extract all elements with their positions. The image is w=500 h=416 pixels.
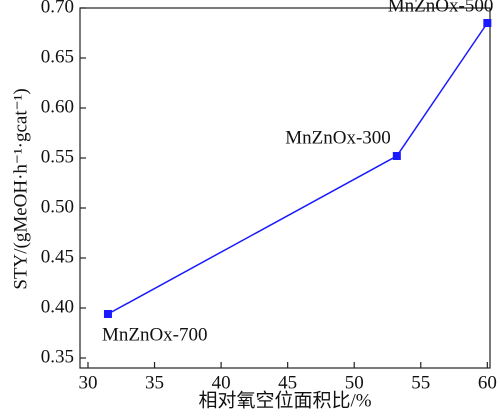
data-point bbox=[392, 152, 401, 160]
y-tick-label: 0.55 bbox=[41, 146, 74, 167]
y-tick-label: 0.70 bbox=[41, 0, 74, 17]
annotation: MnZnOx-300 bbox=[285, 127, 391, 148]
series-line bbox=[107, 22, 488, 315]
y-tick-label: 0.65 bbox=[41, 46, 74, 67]
y-tick-label: 0.60 bbox=[41, 96, 74, 117]
x-tick-label: 30 bbox=[78, 372, 97, 393]
x-tick-label: 45 bbox=[278, 372, 297, 393]
annotation: MnZnOx-500 bbox=[388, 0, 494, 16]
y-tick-label: 0.50 bbox=[41, 196, 74, 217]
data-point bbox=[483, 19, 492, 27]
y-tick-label: 0.45 bbox=[41, 246, 74, 267]
plot-frame bbox=[79, 7, 491, 369]
x-tick-label: 35 bbox=[145, 372, 164, 393]
x-tick-label: 55 bbox=[411, 372, 430, 393]
x-axis-label: 相对氧空位面积比/% bbox=[198, 389, 371, 411]
data-point bbox=[103, 310, 112, 318]
x-tick-label: 50 bbox=[345, 372, 364, 393]
y-tick-label: 0.35 bbox=[41, 346, 74, 367]
x-tick-label: 40 bbox=[212, 372, 231, 393]
y-axis-label: STY/(gMeOH·h⁻¹·gcat⁻¹) bbox=[10, 88, 31, 289]
x-tick-label: 60 bbox=[478, 372, 497, 393]
annotation: MnZnOx-700 bbox=[102, 324, 208, 345]
y-tick-label: 0.40 bbox=[41, 296, 74, 317]
